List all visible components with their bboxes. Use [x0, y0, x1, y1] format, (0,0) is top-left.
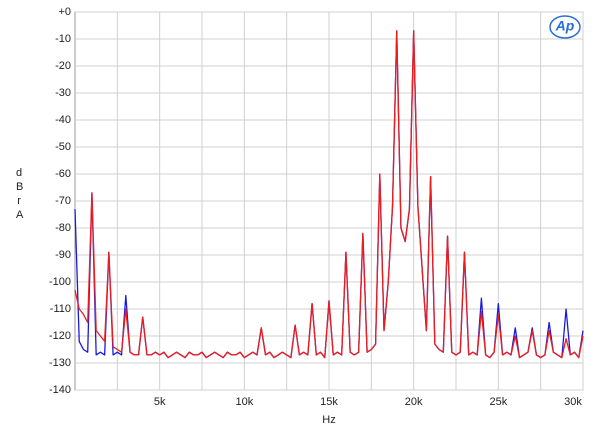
y-tick-label: -130 [49, 357, 71, 369]
y-tick-label: -30 [55, 87, 71, 99]
y-tick-label: -50 [55, 141, 71, 153]
x-tick-label: 5k [154, 396, 166, 408]
y-tick-label: -10 [55, 33, 71, 45]
y-tick-label: -60 [55, 168, 71, 180]
y-tick-label: -140 [49, 384, 71, 396]
x-tick-label: 30k [564, 396, 582, 408]
y-tick-label: -90 [55, 249, 71, 261]
y-tick-label: -110 [50, 303, 71, 315]
y-tick-label: -80 [55, 222, 71, 234]
logo: Ap [555, 18, 575, 34]
y-axis-label: dBr A [16, 167, 24, 221]
x-axis-label: Hz [322, 414, 335, 426]
y-tick-label: +0 [58, 6, 71, 18]
y-tick-label: -40 [55, 114, 71, 126]
y-tick-label: -120 [49, 330, 71, 342]
x-tick-label: 25k [489, 396, 507, 408]
logo-ring [549, 15, 581, 39]
x-tick-label: 10k [235, 396, 253, 408]
y-tick-label: -100 [49, 276, 71, 288]
y-tick-label: -70 [55, 195, 71, 207]
y-tick-label: -20 [55, 60, 71, 72]
spectrum-line [74, 30, 584, 359]
x-tick-label: 20k [405, 396, 423, 408]
x-tick-label: 15k [320, 396, 338, 408]
